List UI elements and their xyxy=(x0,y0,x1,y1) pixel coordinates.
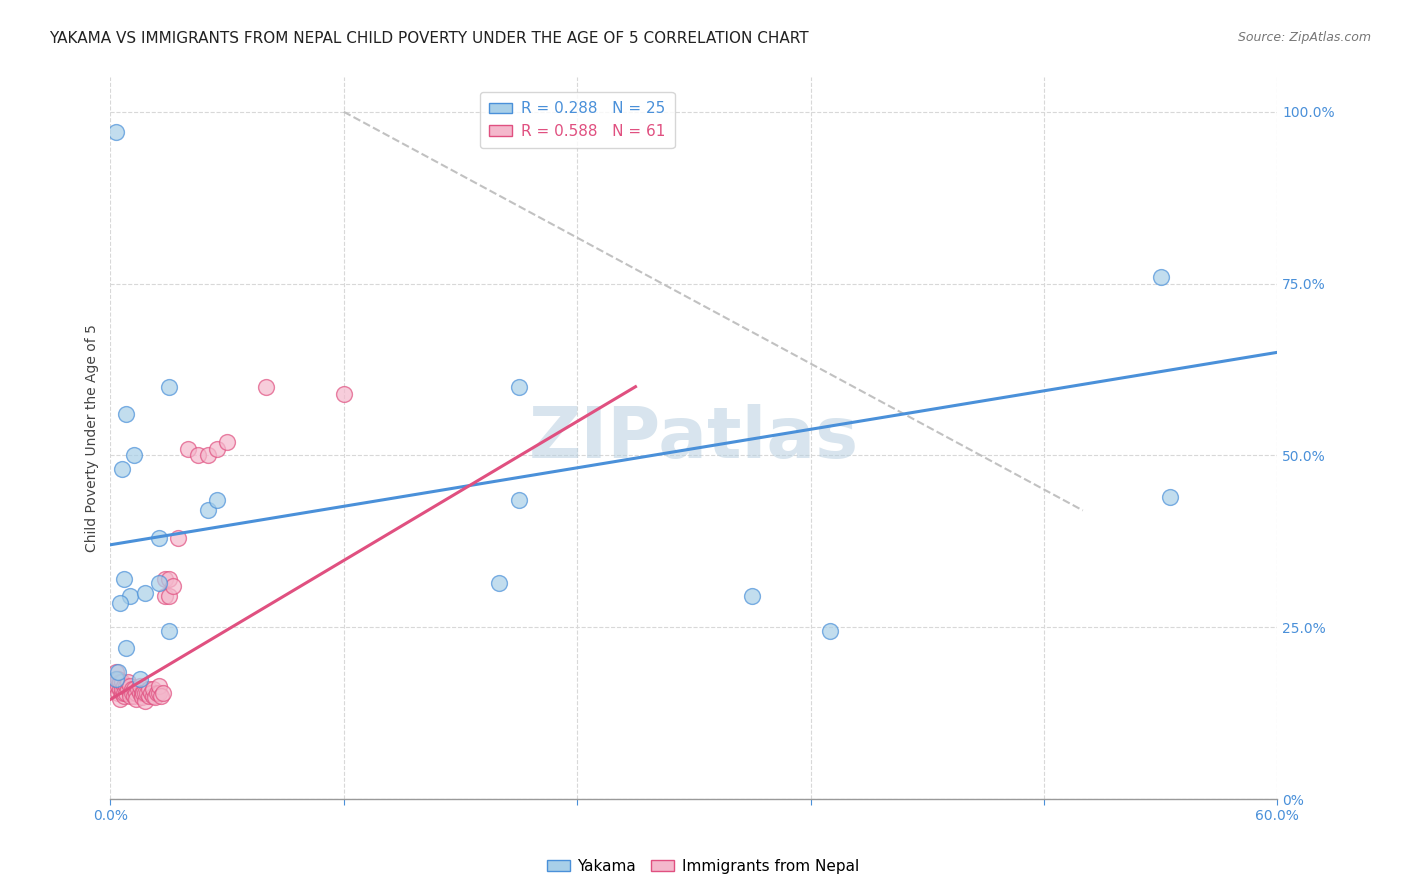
Point xyxy=(117,675,139,690)
Point xyxy=(488,575,510,590)
Point xyxy=(111,682,134,697)
Point xyxy=(108,675,131,690)
Point xyxy=(118,590,141,604)
Point xyxy=(333,386,356,401)
Text: YAKAMA VS IMMIGRANTS FROM NEPAL CHILD POVERTY UNDER THE AGE OF 5 CORRELATION CHA: YAKAMA VS IMMIGRANTS FROM NEPAL CHILD PO… xyxy=(49,31,808,46)
Point xyxy=(207,493,229,508)
Point xyxy=(142,682,165,697)
Point xyxy=(136,685,159,699)
Point xyxy=(105,672,128,686)
Y-axis label: Child Poverty Under the Age of 5: Child Poverty Under the Age of 5 xyxy=(86,325,100,552)
Point xyxy=(141,685,163,699)
Point xyxy=(115,685,138,699)
Point xyxy=(187,449,209,463)
Point xyxy=(134,586,156,600)
Point xyxy=(207,442,229,456)
Text: ZIPatlas: ZIPatlas xyxy=(529,404,859,473)
Point xyxy=(105,665,128,679)
Point xyxy=(121,682,143,697)
Point xyxy=(132,685,155,699)
Point xyxy=(115,640,138,655)
Point xyxy=(112,572,135,586)
Point xyxy=(108,682,131,697)
Point xyxy=(162,579,184,593)
Point xyxy=(128,679,150,693)
Point xyxy=(111,685,134,699)
Point xyxy=(111,462,134,476)
Point xyxy=(167,531,190,545)
Point xyxy=(148,679,170,693)
Point xyxy=(115,407,138,421)
Point xyxy=(157,624,180,638)
Point xyxy=(197,449,219,463)
Point xyxy=(138,689,160,703)
Point xyxy=(177,442,200,456)
Point xyxy=(128,672,150,686)
Point xyxy=(112,679,135,693)
Point xyxy=(131,690,153,705)
Point xyxy=(197,503,219,517)
Point xyxy=(107,665,129,679)
Point xyxy=(818,624,841,638)
Point xyxy=(1159,490,1181,504)
Point xyxy=(105,672,128,686)
Point xyxy=(118,679,141,693)
Point xyxy=(118,685,141,699)
Point xyxy=(131,685,153,699)
Point xyxy=(111,675,134,690)
Point xyxy=(508,380,530,394)
Point xyxy=(152,685,174,699)
Point xyxy=(115,679,138,693)
Point xyxy=(148,575,170,590)
Point xyxy=(107,685,129,699)
Point xyxy=(108,692,131,706)
Point xyxy=(107,679,129,693)
Legend: R = 0.288   N = 25, R = 0.588   N = 61: R = 0.288 N = 25, R = 0.588 N = 61 xyxy=(479,92,675,148)
Point xyxy=(125,692,148,706)
Text: Source: ZipAtlas.com: Source: ZipAtlas.com xyxy=(1237,31,1371,45)
Point xyxy=(1149,269,1171,284)
Point xyxy=(157,590,180,604)
Point xyxy=(157,380,180,394)
Point xyxy=(118,689,141,703)
Point xyxy=(122,682,145,697)
Point xyxy=(149,689,172,703)
Point xyxy=(254,380,277,394)
Point xyxy=(108,596,131,610)
Point xyxy=(142,689,165,703)
Point xyxy=(112,689,135,703)
Point xyxy=(157,572,180,586)
Point xyxy=(127,682,149,697)
Point xyxy=(138,682,160,697)
Point xyxy=(153,590,176,604)
Point xyxy=(134,685,156,699)
Point xyxy=(134,694,156,708)
Point xyxy=(143,690,166,705)
Point xyxy=(217,434,239,449)
Point xyxy=(508,493,530,508)
Point xyxy=(128,685,150,699)
Point xyxy=(112,685,135,699)
Point xyxy=(125,685,148,699)
Point xyxy=(105,679,128,693)
Point xyxy=(122,689,145,703)
Point xyxy=(148,531,170,545)
Point xyxy=(117,682,139,697)
Point xyxy=(146,685,169,699)
Point xyxy=(105,125,128,139)
Point xyxy=(107,672,129,686)
Point xyxy=(121,685,143,699)
Point xyxy=(741,590,763,604)
Point xyxy=(153,572,176,586)
Legend: Yakama, Immigrants from Nepal: Yakama, Immigrants from Nepal xyxy=(541,853,865,880)
Point xyxy=(122,449,145,463)
Point xyxy=(148,685,170,699)
